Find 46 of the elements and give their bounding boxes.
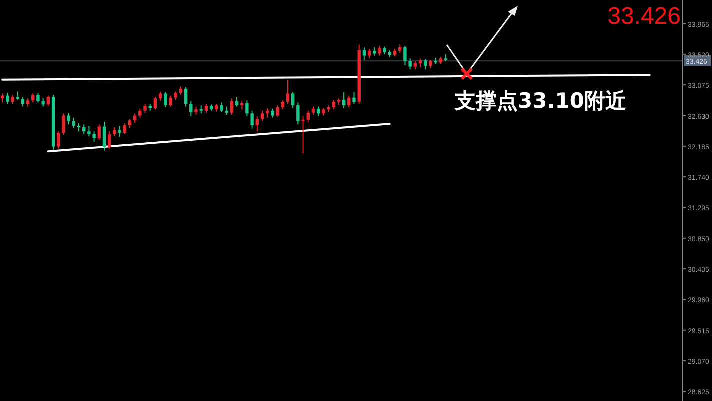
candlestick — [260, 110, 264, 122]
candlestick — [362, 47, 366, 60]
candlestick — [102, 121, 106, 152]
candlestick — [57, 131, 60, 150]
candlestick — [82, 124, 86, 135]
candlestick — [21, 96, 25, 108]
candlestick — [36, 92, 40, 104]
candlestick — [250, 110, 254, 130]
candlestick — [88, 126, 91, 137]
candlestick — [184, 87, 188, 108]
candlestick — [256, 116, 259, 132]
candlestick — [291, 92, 295, 109]
candlestick — [235, 96, 239, 108]
candlestick — [6, 92, 10, 105]
candlestick — [332, 99, 336, 110]
candlestick — [302, 116, 305, 154]
candlestick — [62, 113, 66, 136]
candlestick — [296, 102, 300, 126]
candlestick — [348, 95, 351, 108]
candlestick — [46, 95, 50, 107]
candlestick — [123, 122, 126, 135]
candlestick — [169, 95, 172, 108]
candlestick — [158, 91, 162, 102]
candlestick — [276, 104, 280, 118]
chart-title: 33.426 — [608, 3, 681, 30]
candlestick — [424, 58, 428, 70]
candlestick — [67, 112, 70, 126]
candlestick — [246, 100, 249, 117]
candlestick — [220, 102, 224, 113]
candlestick — [118, 126, 122, 138]
candlestick — [378, 46, 382, 56]
candlestick — [108, 131, 112, 150]
annotation: 支撑点33.10附近 — [454, 89, 626, 113]
candlestick — [190, 100, 193, 117]
candlestick — [92, 131, 96, 142]
candlestick — [352, 92, 356, 105]
candlestick — [404, 46, 407, 66]
candlestick — [98, 124, 101, 140]
candlestick — [154, 96, 158, 110]
candlestick — [306, 110, 310, 124]
candlestick — [342, 92, 346, 109]
candlestick — [230, 98, 234, 116]
candlestick — [408, 58, 412, 70]
candlestick — [164, 92, 168, 108]
candlestick — [286, 79, 290, 105]
candlestick — [368, 48, 372, 60]
